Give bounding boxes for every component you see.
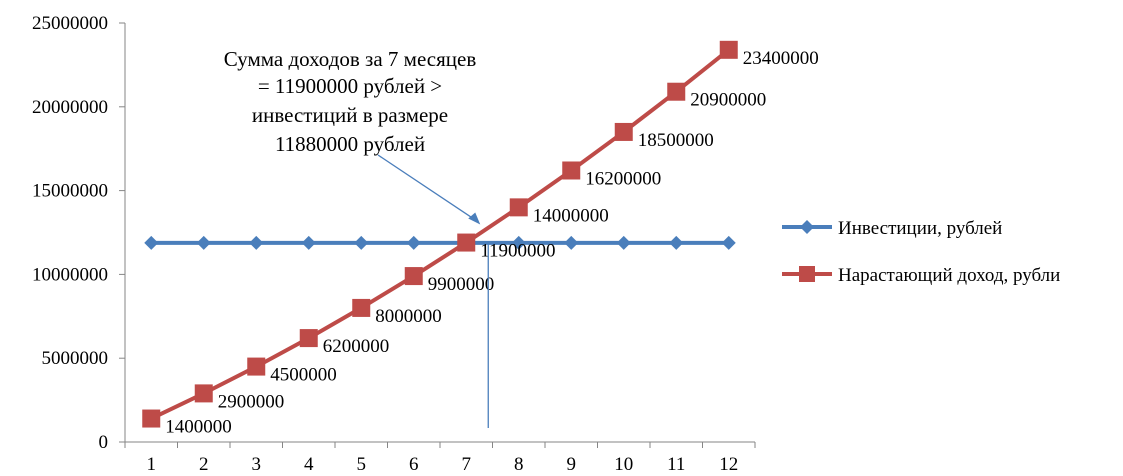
data-point	[249, 235, 264, 250]
legend-marker-income	[799, 266, 815, 282]
legend-item-income: Нарастающий доход, рубли	[782, 265, 1060, 286]
data-point	[721, 235, 736, 250]
annotation-arrow-head	[468, 212, 481, 225]
y-tick-label: 0	[99, 432, 109, 453]
x-tick-label: 4	[304, 454, 314, 475]
x-tick-label: 3	[252, 454, 262, 475]
y-tick-label: 25000000	[32, 13, 108, 34]
annotation-arrow-line	[377, 154, 477, 222]
series-layer	[142, 40, 738, 428]
x-tick-label: 5	[357, 454, 367, 475]
data-label: 6200000	[323, 336, 390, 357]
data-point	[247, 357, 266, 376]
data-label: 4500000	[270, 365, 337, 386]
data-label: 14000000	[533, 205, 609, 226]
data-point	[719, 40, 738, 59]
data-point	[616, 235, 631, 250]
data-point	[299, 329, 318, 348]
data-point	[144, 235, 159, 250]
data-point	[457, 233, 476, 252]
data-point	[406, 235, 421, 250]
data-label: 11900000	[480, 241, 555, 262]
legend-label-investments: Инвестиции, рублей	[838, 218, 1002, 239]
data-label: 23400000	[743, 48, 819, 69]
x-tick-label: 11	[667, 454, 685, 475]
y-tick-label: 20000000	[32, 97, 108, 118]
x-tick-label: 9	[567, 454, 577, 475]
data-point	[301, 235, 316, 250]
series-income	[142, 40, 738, 428]
annotation: Сумма доходов за 7 месяцев = 11900000 ру…	[224, 47, 489, 428]
data-point	[352, 298, 371, 317]
y-tick-label: 15000000	[32, 181, 108, 202]
x-tick-label: 7	[462, 454, 472, 475]
data-point	[511, 235, 526, 250]
data-labels: 1400000 2900000 4500000 6200000 8000000 99000…	[165, 48, 819, 438]
x-tick-label: 2	[199, 454, 209, 475]
legend: Инвестиции, рублей Нарастающий доход, ру…	[782, 218, 1060, 286]
annotation-line: Сумма доходов за 7 месяцев	[224, 47, 477, 71]
data-label: 9900000	[428, 274, 495, 295]
x-tick-label: 8	[514, 454, 524, 475]
legend-marker-investments	[800, 220, 814, 234]
axes: 0 5000000 10000000 15000000 20000000 25000000…	[32, 13, 756, 475]
data-label: 16200000	[585, 168, 661, 189]
x-tick-label: 12	[719, 454, 738, 475]
data-point	[404, 267, 423, 286]
data-point	[614, 122, 633, 141]
y-tick-label: 5000000	[42, 348, 109, 369]
data-label: 20900000	[690, 90, 766, 111]
data-point	[669, 235, 684, 250]
data-point	[667, 82, 686, 101]
data-label: 18500000	[638, 130, 714, 151]
data-label: 8000000	[375, 306, 442, 327]
data-point	[354, 235, 369, 250]
data-point	[194, 384, 213, 403]
data-point	[142, 409, 161, 428]
series-investments	[144, 235, 736, 250]
annotation-line: = 11900000 рублей >	[258, 74, 442, 98]
data-point	[196, 235, 211, 250]
x-tick-label: 6	[409, 454, 419, 475]
data-point	[564, 235, 579, 250]
y-tick-label: 10000000	[32, 264, 108, 285]
data-point	[509, 198, 528, 217]
data-label: 2900000	[218, 391, 285, 412]
data-point	[562, 161, 581, 180]
annotation-line: инвестиций в размере	[252, 103, 448, 127]
data-label: 1400000	[165, 417, 232, 438]
x-tick-label: 1	[147, 454, 157, 475]
legend-item-investments: Инвестиции, рублей	[782, 218, 1002, 239]
annotation-line: 11880000 рублей	[275, 132, 425, 156]
x-tick-label: 10	[614, 454, 633, 475]
legend-label-income: Нарастающий доход, рубли	[838, 265, 1060, 286]
